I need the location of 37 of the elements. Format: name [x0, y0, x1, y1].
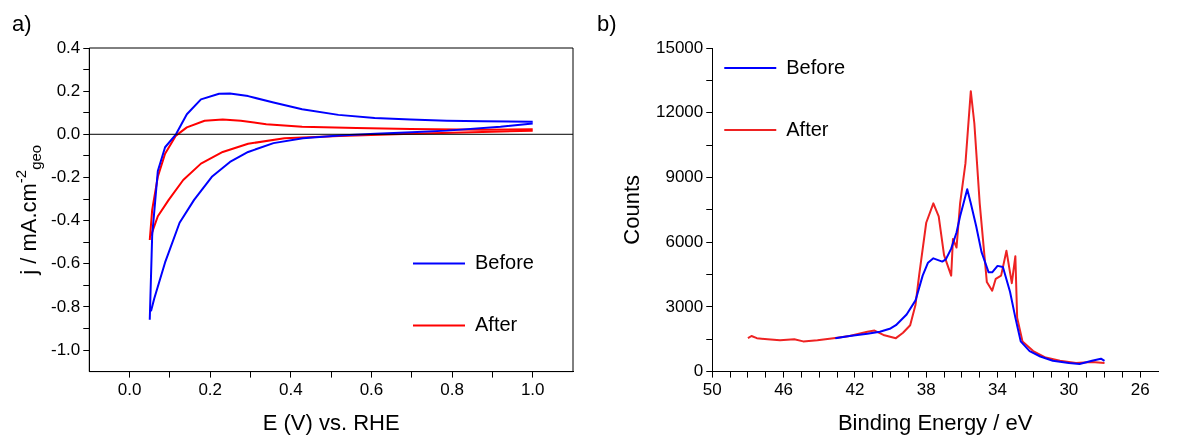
x-tick-label: 0.6	[359, 380, 384, 400]
chart-title: a)	[12, 11, 32, 37]
y-tick-label: -1.0	[51, 339, 81, 359]
y-tick-label: -0.8	[51, 296, 81, 316]
x-tick-label: 30	[1059, 380, 1079, 400]
y-tick-label: 0.2	[56, 80, 81, 100]
y-tick-label: 0.0	[56, 123, 81, 143]
x-tick-label: 38	[916, 380, 936, 400]
x-tick-label: 0.2	[198, 380, 223, 400]
y-tick-label: 15000	[655, 37, 704, 57]
x-tick-label: 26	[1130, 380, 1150, 400]
legend-label: After	[786, 117, 829, 140]
x-tick-label: 0.8	[440, 380, 464, 400]
x-tick-label: 1.0	[520, 380, 545, 400]
y-tick-label: -0.2	[51, 167, 81, 187]
x-tick-label: 34	[988, 380, 1007, 400]
y-axis-title: Counts	[619, 174, 645, 245]
legend-label: Before	[786, 55, 846, 78]
x-tick-label: 0.4	[279, 380, 303, 400]
y-tick-label: 12000	[655, 102, 704, 122]
y-tick-label: -0.4	[51, 210, 81, 230]
y-axis-title: j / mA.cm-2geo	[12, 144, 44, 276]
y-tick-label: 9000	[665, 167, 704, 187]
y-tick-label: 3000	[665, 296, 704, 316]
chart-title: b)	[597, 11, 617, 37]
y-tick-label: -0.6	[51, 253, 81, 273]
x-tick-label: 46	[774, 380, 794, 400]
x-tick-label: 0.0	[117, 380, 142, 400]
y-tick-label: 6000	[665, 231, 704, 251]
y-tick-label: 0	[693, 361, 704, 381]
x-axis-title: E (V) vs. RHE	[262, 410, 400, 436]
x-tick-label: 42	[845, 380, 865, 400]
legend-label: After	[475, 313, 518, 336]
y-tick-label: 0.4	[56, 37, 81, 57]
x-tick-label: 50	[702, 380, 722, 400]
x-axis-title: Binding Energy / eV	[837, 410, 1033, 436]
legend-label: Before	[475, 251, 534, 274]
